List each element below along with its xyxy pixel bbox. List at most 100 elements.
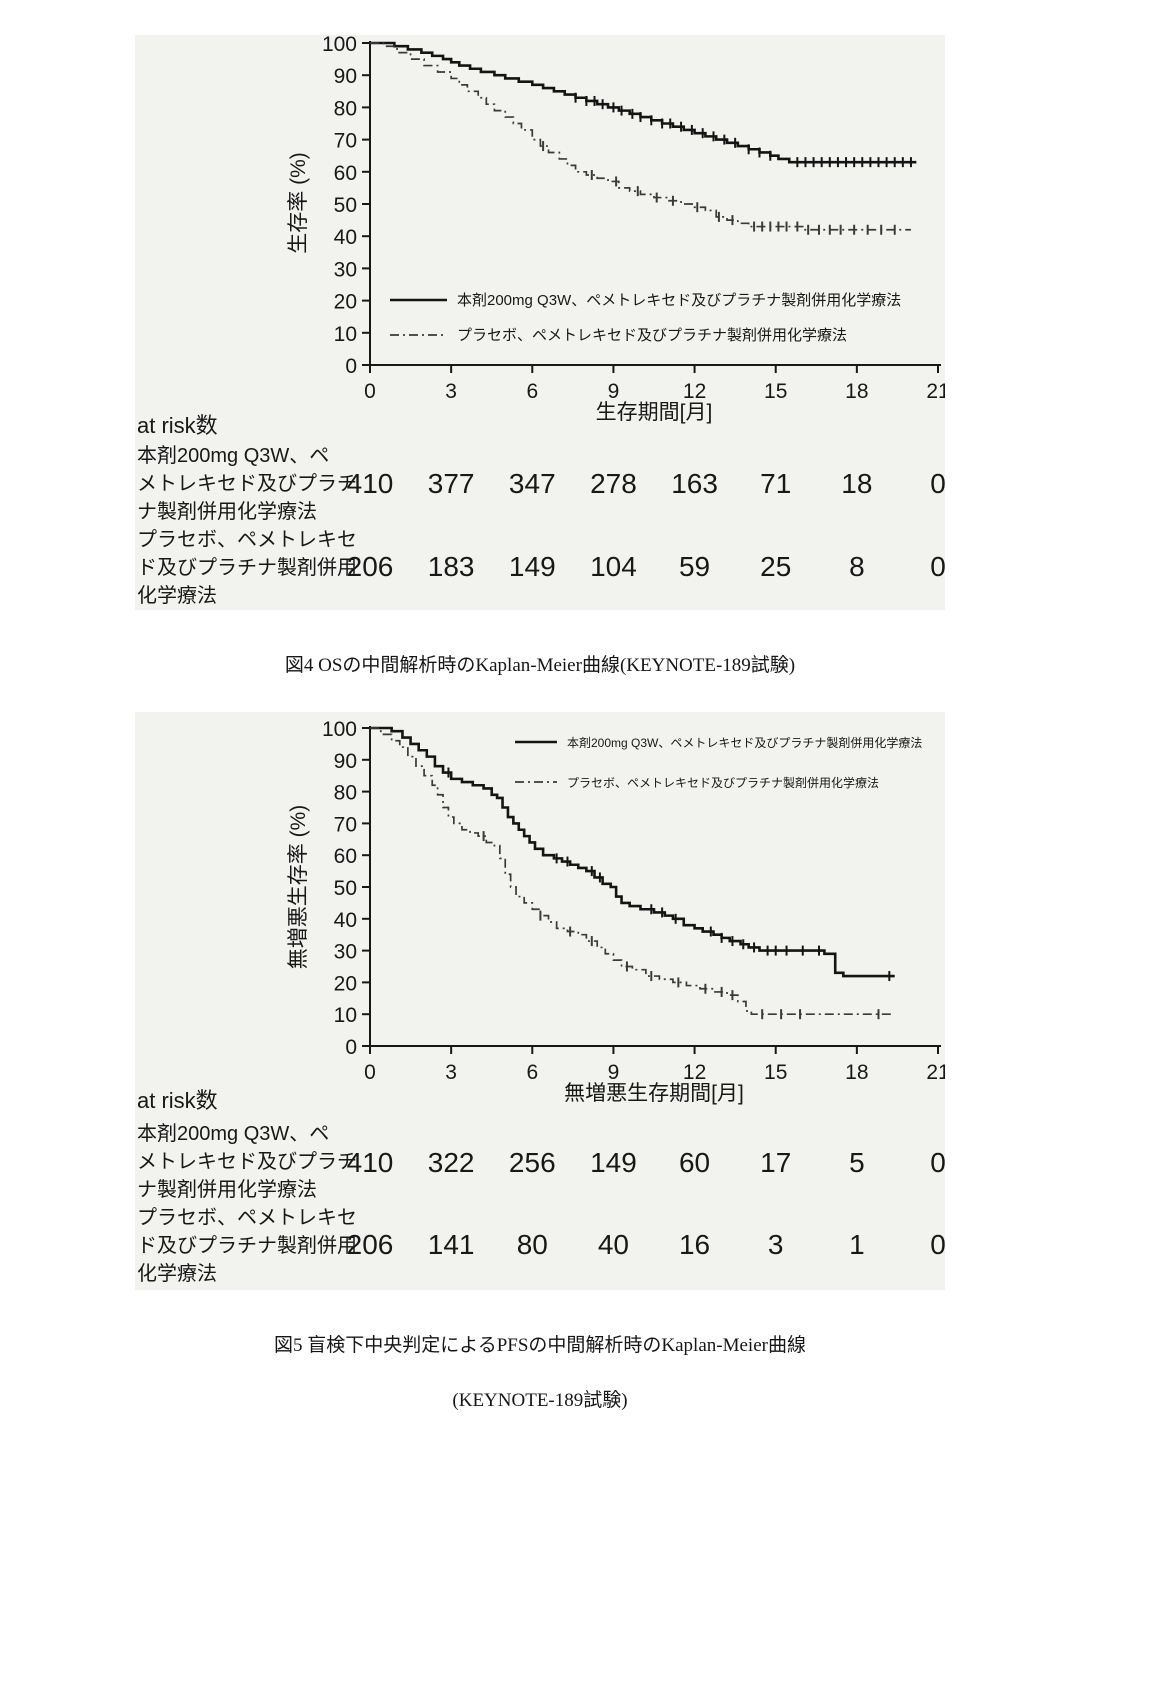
- x-tick-label: 9: [608, 380, 620, 403]
- y-tick-label: 60: [334, 845, 357, 868]
- at-risk-row-label: メトレキセド及びプラチ: [137, 472, 357, 495]
- at-risk-title: at risk数: [137, 413, 218, 438]
- x-tick-label: 0: [364, 380, 376, 403]
- y-tick-label: 10: [334, 1004, 357, 1027]
- y-tick-label: 80: [334, 97, 357, 120]
- at-risk-count: 16: [679, 1229, 710, 1260]
- at-risk-row-label: 本剤200mg Q3W、ペ: [137, 444, 329, 467]
- y-tick-label: 70: [334, 813, 357, 836]
- at-risk-count: 3: [768, 1229, 784, 1260]
- legend-label: プラセボ、ペメトレキセド及びプラチナ製剤併用化学療法: [457, 327, 847, 344]
- at-risk-count: 206: [347, 551, 394, 582]
- at-risk-count: 0: [930, 1229, 945, 1260]
- x-tick-label: 0: [364, 1061, 376, 1084]
- legend-label: プラセボ、ペメトレキセド及びプラチナ製剤併用化学療法: [567, 775, 879, 790]
- km-curve-placebo: [370, 727, 893, 1016]
- legend-label: 本剤200mg Q3W、ペメトレキセド及びプラチナ製剤併用化学療法: [457, 292, 901, 309]
- y-tick-label: 0: [345, 355, 357, 378]
- km-curve-placebo: [370, 42, 911, 231]
- at-risk-count: 322: [428, 1147, 475, 1178]
- y-tick-label: 40: [334, 226, 357, 249]
- os-kaplan-meier-figure: 0 10 20 30 40 50 60 70 80 90 100 0 3 6 9 12 15 18 21 生存率 (%…: [135, 35, 945, 610]
- y-tick-label: 100: [322, 718, 357, 741]
- at-risk-count: 60: [679, 1147, 710, 1178]
- x-tick-label: 15: [764, 380, 787, 403]
- x-tick-label: 6: [526, 1061, 538, 1084]
- y-tick-label: 80: [334, 782, 357, 805]
- y-tick-label: 20: [334, 972, 357, 995]
- at-risk-row-label: メトレキセド及びプラチ: [137, 1150, 357, 1173]
- at-risk-count: 410: [347, 468, 394, 499]
- y-tick-label: 40: [334, 909, 357, 932]
- at-risk-count: 18: [841, 468, 872, 499]
- y-tick-label: 60: [334, 162, 357, 185]
- x-tick-label: 6: [526, 380, 538, 403]
- at-risk-row-label: 本剤200mg Q3W、ペ: [137, 1122, 329, 1145]
- km-curve-treatment: [370, 726, 895, 978]
- y-tick-label: 50: [334, 877, 357, 900]
- y-tick-label: 30: [334, 258, 357, 281]
- at-risk-count: 183: [428, 551, 475, 582]
- figure4-caption: 図4 OSの中間解析時のKaplan-Meier曲線(KEYNOTE-189試験…: [284, 655, 796, 676]
- y-tick-label: 100: [322, 35, 357, 56]
- at-risk-count: 256: [509, 1147, 556, 1178]
- at-risk-row-label: ド及びプラチナ製剤併用: [137, 1234, 357, 1257]
- legend-label: 本剤200mg Q3W、ペメトレキセド及びプラチナ製剤併用化学療法: [567, 735, 922, 750]
- at-risk-count: 80: [517, 1229, 548, 1260]
- x-tick-label: 12: [683, 1061, 706, 1084]
- x-axis-title: 無増悪生存期間[月]: [564, 1082, 744, 1105]
- at-risk-count: 59: [679, 551, 710, 582]
- figure5-caption: 図5 盲検下中央判定によるPFSの中間解析時のKaplan-Meier曲線 (K…: [135, 1318, 945, 1428]
- at-risk-row-label: プラセボ、ペメトレキセ: [137, 1206, 357, 1229]
- at-risk-count: 377: [428, 468, 475, 499]
- x-tick-label: 18: [845, 1061, 868, 1084]
- x-tick-label: 3: [445, 1061, 457, 1084]
- figure5-caption-line1: 図5 盲検下中央判定によるPFSの中間解析時のKaplan-Meier曲線: [274, 1335, 806, 1356]
- x-tick-label: 15: [764, 1061, 787, 1084]
- at-risk-count: 25: [760, 551, 791, 582]
- at-risk-row-label: 化学療法: [137, 584, 217, 607]
- x-tick-label: 21: [926, 1061, 945, 1084]
- x-tick-label: 12: [683, 380, 706, 403]
- at-risk-row-label: ナ製剤併用化学療法: [137, 1178, 317, 1201]
- at-risk-count: 0: [930, 551, 945, 582]
- at-risk-count: 17: [760, 1147, 791, 1178]
- y-tick-label: 90: [334, 750, 357, 773]
- at-risk-count: 149: [590, 1147, 637, 1178]
- x-tick-label: 9: [608, 1061, 620, 1084]
- at-risk-row-label: プラセボ、ペメトレキセ: [137, 528, 357, 551]
- at-risk-count: 5: [849, 1147, 865, 1178]
- y-tick-label: 0: [345, 1036, 357, 1059]
- at-risk-row-label: ナ製剤併用化学療法: [137, 500, 317, 523]
- y-axis-title: 生存率 (%): [287, 152, 310, 254]
- at-risk-count: 206: [347, 1229, 394, 1260]
- figure5-caption-line2: (KEYNOTE-189試験): [452, 1390, 628, 1411]
- km-curve-treatment: [370, 41, 917, 164]
- at-risk-count: 71: [760, 468, 791, 499]
- y-tick-label: 30: [334, 941, 357, 964]
- at-risk-row-label: 化学療法: [137, 1262, 217, 1285]
- x-tick-label: 18: [845, 380, 868, 403]
- at-risk-count: 1: [849, 1229, 865, 1260]
- at-risk-count: 0: [930, 468, 945, 499]
- y-tick-label: 10: [334, 323, 357, 346]
- at-risk-count: 149: [509, 551, 556, 582]
- at-risk-count: 0: [930, 1147, 945, 1178]
- at-risk-count: 410: [347, 1147, 394, 1178]
- at-risk-count: 347: [509, 468, 556, 499]
- at-risk-count: 278: [590, 468, 637, 499]
- at-risk-row-label: ド及びプラチナ製剤併用: [137, 556, 357, 579]
- at-risk-title: at risk数: [137, 1088, 218, 1113]
- at-risk-count: 163: [671, 468, 718, 499]
- x-tick-label: 3: [445, 380, 457, 403]
- x-tick-label: 21: [926, 380, 945, 403]
- y-tick-label: 90: [334, 65, 357, 88]
- pfs-kaplan-meier-figure: 0 10 20 30 40 50 60 70 80 90 100 0 3 6 9 12 15 18 21 無増悪生存率…: [135, 712, 945, 1290]
- y-tick-label: 70: [334, 130, 357, 153]
- x-axis-title: 生存期間[月]: [596, 401, 713, 424]
- at-risk-count: 104: [590, 551, 637, 582]
- y-tick-label: 20: [334, 291, 357, 314]
- at-risk-count: 40: [598, 1229, 629, 1260]
